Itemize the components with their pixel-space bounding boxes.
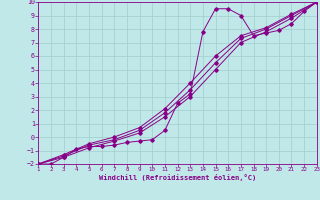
X-axis label: Windchill (Refroidissement éolien,°C): Windchill (Refroidissement éolien,°C) [99, 174, 256, 181]
